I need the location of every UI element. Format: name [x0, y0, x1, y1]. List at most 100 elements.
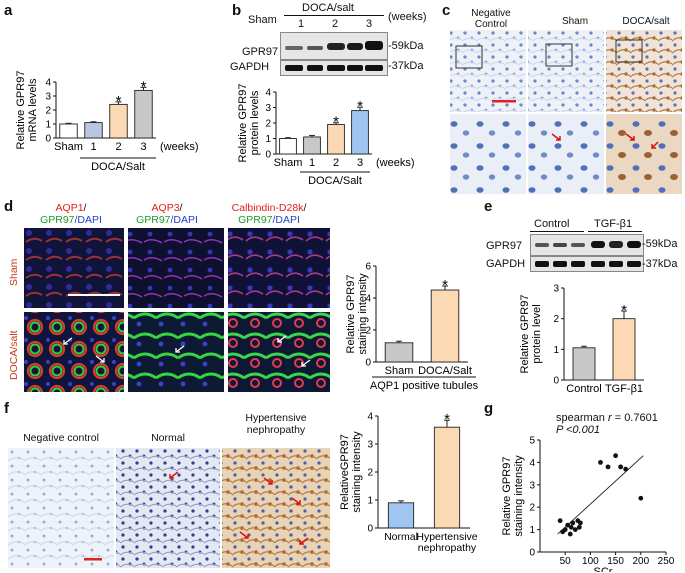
chart-a-category-label: 1 [90, 141, 96, 153]
chart-b-x-unit: (weeks) [376, 157, 415, 169]
arrow-icon [239, 531, 249, 539]
chart-g-ytick-label: 1 [529, 525, 535, 536]
band [571, 261, 585, 267]
chart-a-significance-star: * [116, 93, 122, 110]
scatter-g-pvalue: P <0.001 [556, 424, 600, 436]
blot-b-group-underline [284, 15, 384, 16]
band [591, 261, 605, 267]
chart-e-category-label: TGF-β1 [605, 383, 643, 395]
chart-a-bar [134, 89, 153, 139]
chart-g-point [618, 464, 624, 470]
blot-b-gpr97-bands [285, 41, 383, 50]
band [307, 46, 323, 50]
panel-b-western-blot: DOCA/salt (weeks) Sham 1 2 3 GPR97 GAPDH… [230, 2, 440, 82]
chart-f-ytick-label: 4 [367, 412, 373, 423]
chart-g-xtick-label: 100 [582, 556, 599, 567]
blot-e-group-underline [530, 231, 584, 232]
chart-e-protein-level: Relative GPR97protein level 0 1 2 3 Control * T… [519, 284, 644, 395]
ihc-c-col-sham: Sham [561, 16, 589, 27]
blot-b-unit-label: (weeks) [388, 11, 427, 23]
chart-a-bar [59, 123, 78, 139]
panel-letter-d: d [4, 198, 14, 215]
ihc-c-zoom-box [615, 39, 643, 63]
blot-e-row-gapdh: GAPDH [486, 258, 526, 270]
ihc-c-negative-high [450, 114, 526, 194]
chart-f-significance-star: * [444, 411, 450, 428]
row-label-sham: Sham [8, 258, 20, 286]
band [535, 261, 549, 267]
chart-f-category-label: Hypertensive nephropathy [416, 531, 477, 554]
fluor-doca-aqp1 [24, 312, 124, 392]
chart-g-ytick-label: 3 [529, 480, 535, 491]
chart-b-ytick-label: 1 [265, 134, 271, 145]
chart-d-group-label: AQP1 positive tubules [370, 380, 479, 392]
chart-f-category-label: Normal [384, 531, 418, 543]
band [553, 261, 567, 267]
ihc-c-col-doca: DOCA/salt [622, 16, 670, 27]
blot-e-gpr97-band-strip [530, 234, 644, 256]
chart-a-ylabel: Relative GPR97mRNA levels [15, 71, 39, 150]
chart-g-ytick-label: 4 [529, 458, 535, 469]
row-label-doca-wrap: DOCA/salt [8, 318, 22, 388]
chart-a-ytick-label: 4 [45, 78, 51, 89]
ihc-c-sham-high [528, 114, 604, 194]
panel-e-western-blot: Control TGF-β1 GPR97 GAPDH -59kDa -37kDa [486, 218, 684, 274]
ihc-f-scale-bar [84, 558, 102, 561]
ihc-c-doca-low [606, 30, 682, 112]
blot-e-gpr97-bands [535, 241, 641, 248]
chart-g-point [568, 524, 574, 530]
ihc-c-sham-low [528, 30, 604, 112]
scatter-g-spearman: spearman r = 0.7601 [556, 412, 658, 424]
chart-a-group-label: DOCA/Salt [91, 161, 145, 173]
blot-b-size-37: -37kDa [388, 60, 424, 72]
chart-f-ytick-label: 2 [367, 468, 373, 479]
chart-g-point [557, 518, 563, 524]
fluor-sham-aqp3 [128, 228, 224, 308]
chart-g-ylabel: Relative GPR97staining intensity [501, 455, 525, 537]
chart-g-point [570, 520, 576, 526]
blot-e-group-underline [588, 231, 642, 232]
blot-b-row-gpr97: GPR97 [242, 46, 279, 58]
chart-a-category-label: Sham [54, 141, 83, 153]
blot-e-gapdh-bands [535, 261, 641, 267]
chart-g-xtick-label: 50 [560, 556, 572, 567]
blot-b-gapdh-bands [285, 65, 383, 71]
chart-e-ytick-label: 3 [553, 284, 559, 295]
arrow-icon [263, 477, 273, 485]
blot-e-size-37: -37kDa [642, 258, 678, 270]
fluor-doca-calbindin [228, 312, 330, 392]
chart-g-ytick-label: 5 [529, 436, 535, 447]
chart-d-staining-intensity: Relative GPR97staining intensity 0 2 4 6 Sham… [345, 262, 479, 393]
band [285, 46, 303, 50]
ihc-f-col-negative: Negative control [23, 432, 99, 444]
blot-b-lane-3: 3 [366, 18, 373, 30]
ihc-c-doca-high [606, 114, 682, 194]
fluor-scale-bar [68, 294, 120, 296]
chart-d-ylabel: Relative GPR97staining intensity [345, 273, 369, 355]
chart-g-ytick-label: 2 [529, 503, 535, 514]
chart-b-bar [303, 136, 321, 155]
chart-b-significance-star: * [333, 114, 339, 131]
stain-title-aqp1: AQP1/ GPR97/DAPI [40, 202, 102, 226]
chart-b-ylabel: Relative GPR97protein levels [237, 84, 261, 163]
chart-a-ytick-label: 0 [45, 134, 51, 145]
arrow-icon [63, 337, 73, 345]
chart-b-category-label: Sham [274, 157, 303, 169]
fluor-sham-calbindin [228, 228, 330, 308]
chart-d-significance-star: * [442, 277, 448, 294]
ihc-c-scale-bar [492, 100, 516, 103]
chart-d-ytick-label: 0 [365, 358, 371, 369]
panel-c-ihc-grid: Negative Control Sham DOCA/salt [448, 0, 684, 195]
ihc-f-negative-image [8, 448, 114, 568]
chart-b-bar [327, 124, 345, 155]
blot-b-row-gapdh: GAPDH [230, 61, 270, 73]
chart-f-bar [387, 502, 415, 529]
band [365, 65, 383, 71]
chart-b-category-label: 3 [357, 157, 363, 169]
chart-g-point [638, 495, 644, 501]
chart-a-category-label: 3 [140, 141, 146, 153]
chart-b-ytick-label: 2 [265, 119, 271, 130]
chart-g-xtick-label: 150 [607, 556, 624, 567]
chart-g-point [577, 520, 583, 526]
chart-a-category-label: 2 [115, 141, 121, 153]
